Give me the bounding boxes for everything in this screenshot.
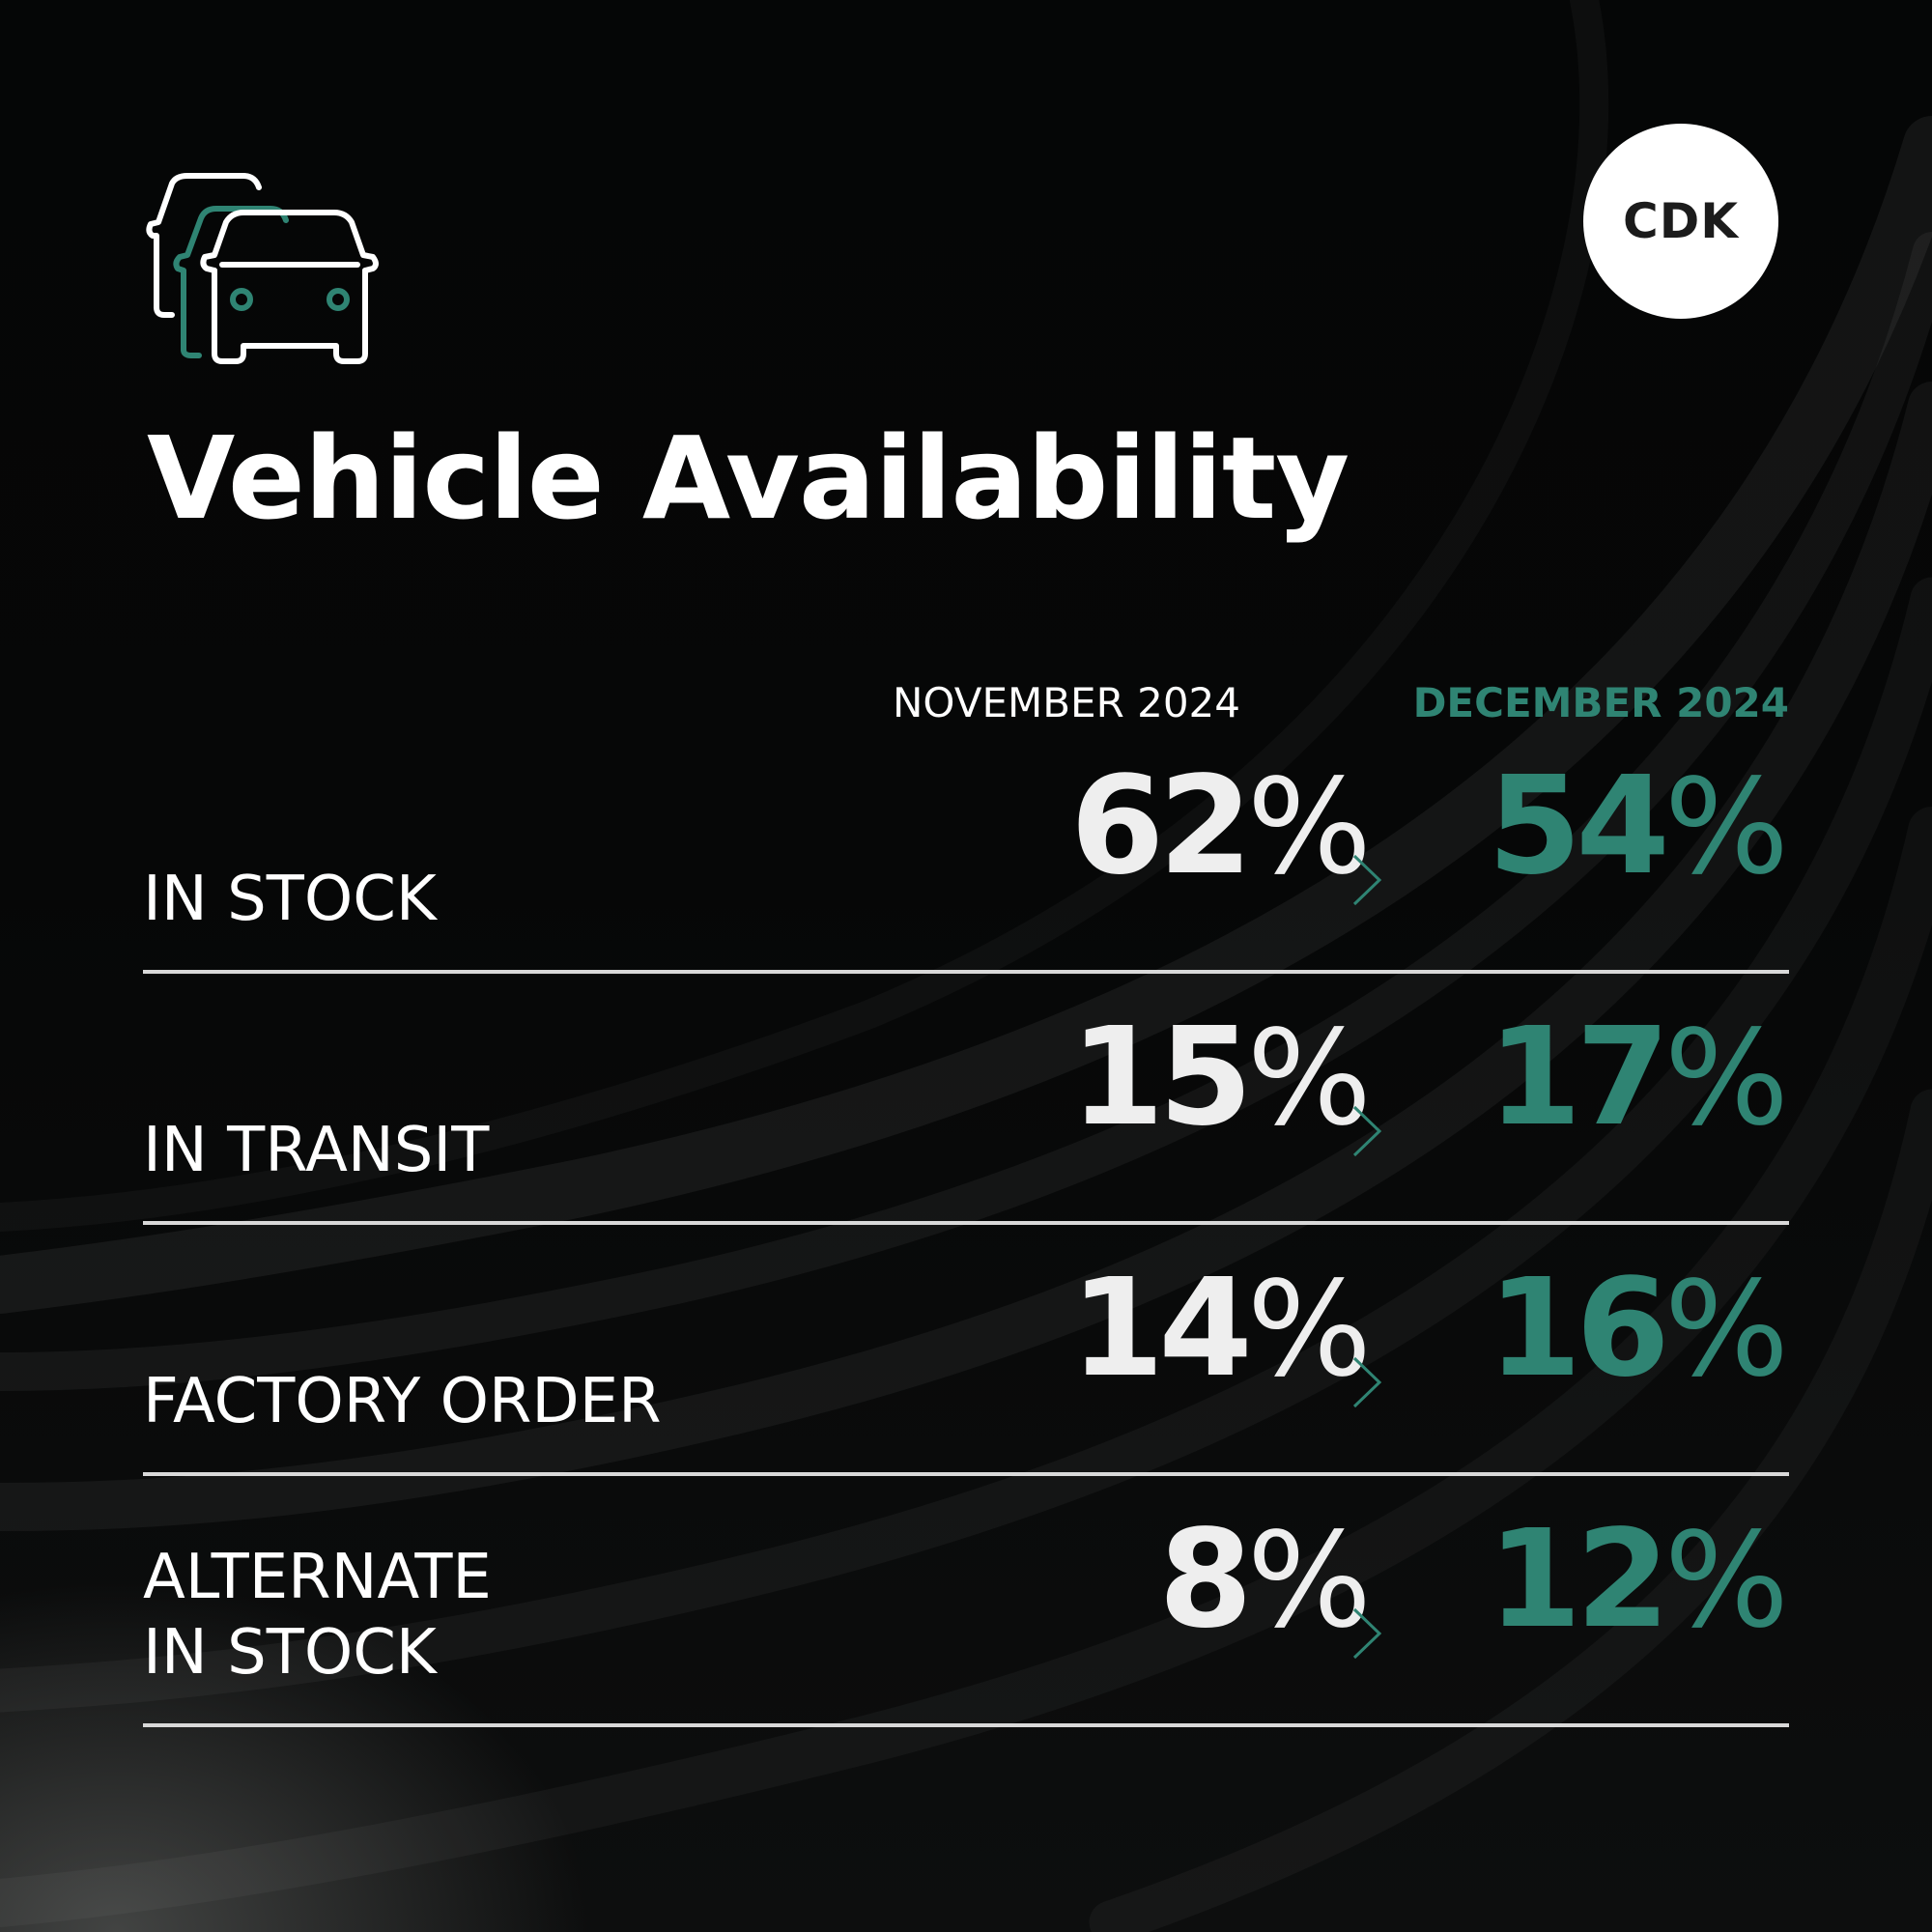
chevron-right-icon <box>1352 1105 1382 1157</box>
chevron-right-icon <box>1352 854 1382 906</box>
percent-sign: % <box>1663 752 1789 904</box>
previous-number: 8 <box>1158 1501 1252 1659</box>
column-header-current: DECEMBER 2024 <box>1412 679 1789 726</box>
current-number: 54 <box>1487 748 1670 905</box>
row-divider <box>143 970 1789 974</box>
current-value: 16% <box>1488 1262 1789 1437</box>
previous-number: 14 <box>1069 1250 1253 1407</box>
row-label: FACTORY ORDER <box>143 1364 662 1439</box>
percent-sign: % <box>1663 1254 1789 1406</box>
cars-icon <box>146 173 379 364</box>
row-label: IN TRANSIT <box>143 1113 489 1188</box>
percent-sign: % <box>1663 1003 1789 1155</box>
previous-value: 15% <box>1070 1010 1372 1186</box>
current-value: 54% <box>1488 759 1789 935</box>
current-value: 12% <box>1488 1513 1789 1689</box>
previous-number: 62 <box>1069 748 1253 905</box>
previous-value: 14% <box>1070 1262 1372 1437</box>
current-value: 17% <box>1488 1010 1789 1186</box>
row-label: IN STOCK <box>143 862 437 937</box>
current-number: 17 <box>1487 999 1670 1156</box>
page-title: Vehicle Availability <box>147 412 1350 545</box>
cdk-logo: CDK <box>1583 124 1778 319</box>
logo-text: CDK <box>1623 193 1739 249</box>
row-label-line: IN STOCK <box>143 1617 437 1689</box>
percent-sign: % <box>1663 1505 1789 1658</box>
row-label-line: ALTERNATE <box>143 1542 492 1613</box>
row-divider <box>143 1723 1789 1727</box>
percent-sign: % <box>1246 1003 1372 1155</box>
stat-row-alternate-in-stock: ALTERNATE IN STOCK 8% 12% <box>143 1476 1789 1727</box>
row-label-line: IN STOCK <box>143 864 437 935</box>
stat-row-factory-order: FACTORY ORDER 14% 16% <box>143 1225 1789 1476</box>
current-number: 12 <box>1487 1501 1670 1659</box>
percent-sign: % <box>1246 1254 1372 1406</box>
row-divider <box>143 1221 1789 1225</box>
column-header-previous: NOVEMBER 2024 <box>892 679 1240 726</box>
previous-value: 62% <box>1070 759 1372 935</box>
stat-row-in-stock: IN STOCK 62% 54% <box>143 723 1789 974</box>
previous-value: 8% <box>1158 1513 1372 1689</box>
row-divider <box>143 1472 1789 1476</box>
current-number: 16 <box>1487 1250 1670 1407</box>
percent-sign: % <box>1246 1505 1372 1658</box>
row-label-line: IN TRANSIT <box>143 1115 490 1186</box>
stat-row-in-transit: IN TRANSIT 15% 17% <box>143 974 1789 1225</box>
chevron-right-icon <box>1352 1356 1382 1408</box>
chevron-right-icon <box>1352 1607 1382 1660</box>
percent-sign: % <box>1246 752 1372 904</box>
previous-number: 15 <box>1069 999 1253 1156</box>
row-label: ALTERNATE IN STOCK <box>143 1540 492 1690</box>
row-label-line: FACTORY ORDER <box>143 1366 662 1437</box>
